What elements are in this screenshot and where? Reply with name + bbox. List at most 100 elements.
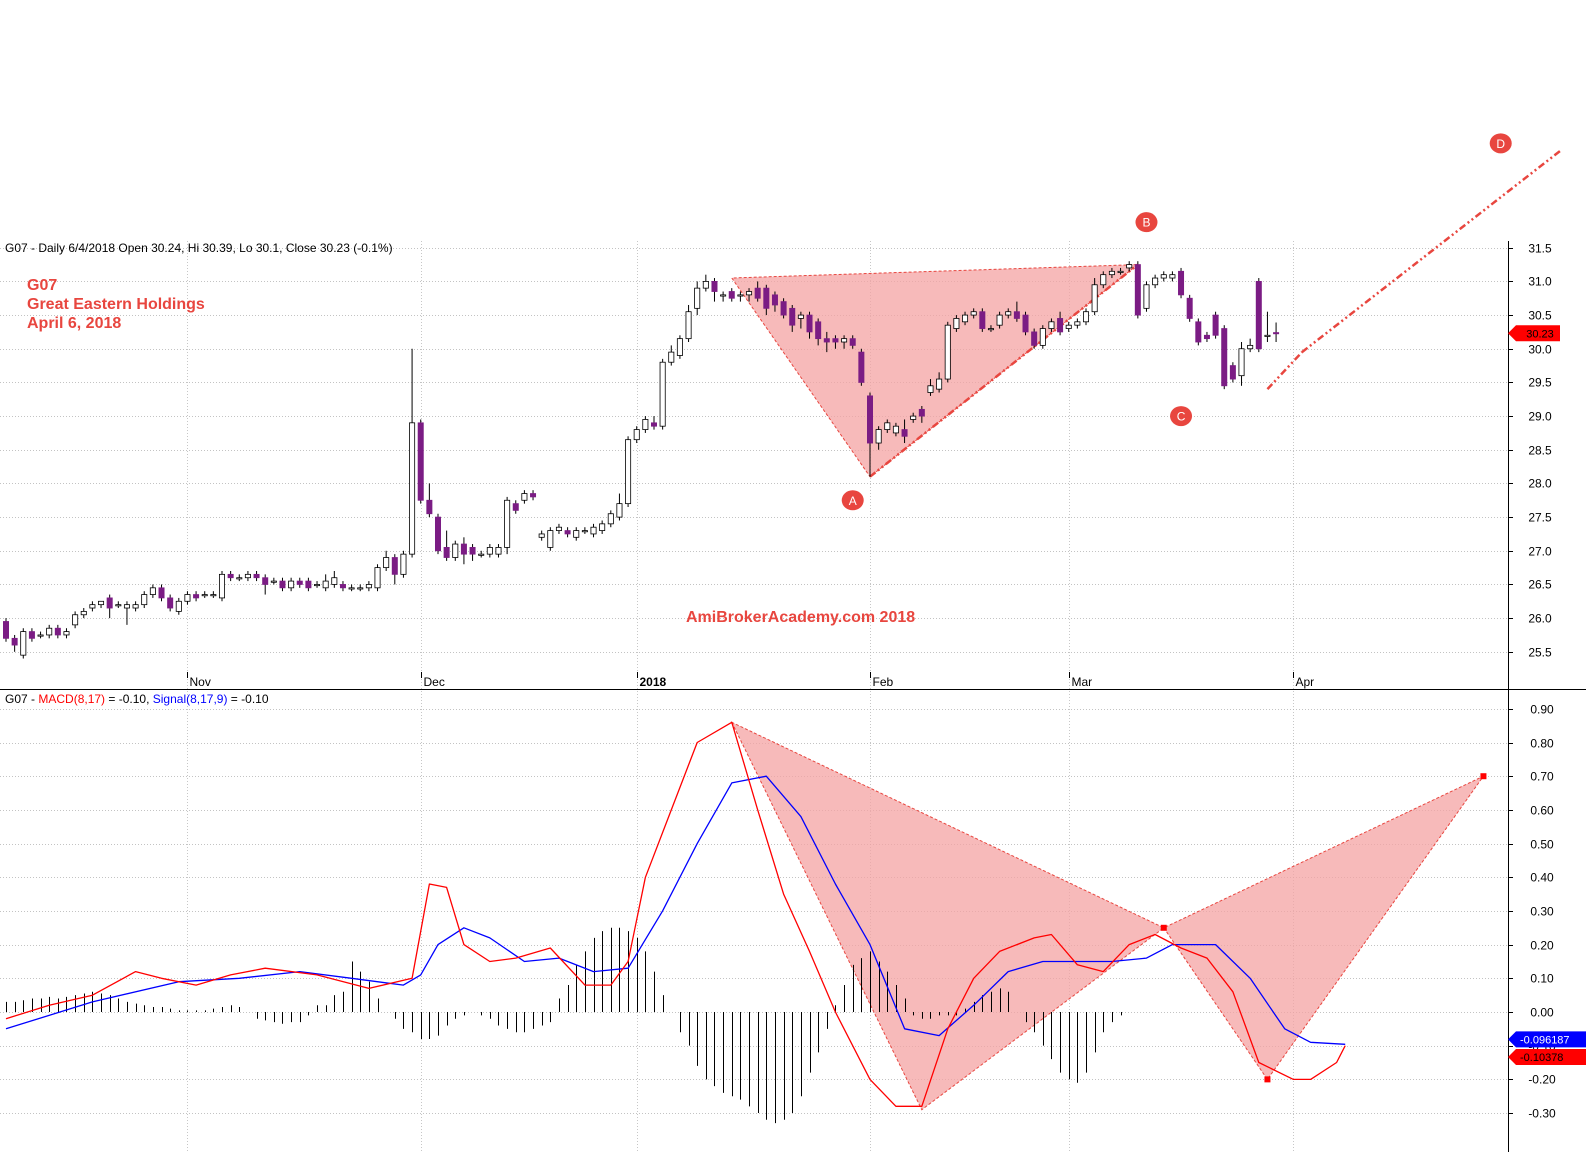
price-tick-label: 29.0 (1528, 410, 1552, 424)
candle-body (1083, 311, 1090, 323)
macd-legend-value: = -0.10, (105, 692, 153, 706)
candle-body (1005, 311, 1012, 316)
candle-body (1013, 311, 1020, 319)
candle-body (132, 604, 139, 609)
macd-legend-label: MACD(8,17) (38, 692, 106, 706)
candle-body (884, 422, 891, 430)
x-tick-label: 2018 (640, 675, 667, 689)
x-tick-label: Nov (190, 675, 211, 689)
price-tick-label: 29.5 (1528, 376, 1552, 390)
macd-tick-label: 0.70 (1530, 770, 1554, 784)
candle-body (892, 425, 899, 434)
pattern-projection-line (1301, 149, 1562, 354)
signal-legend-label: Signal(8,17,9) (152, 692, 228, 706)
candle-body (270, 580, 277, 583)
candle-body (1178, 270, 1185, 296)
last-price-badge (1508, 325, 1560, 342)
candle-body (460, 543, 467, 555)
macd-layer (5, 721, 1487, 1124)
candle-body (175, 600, 182, 612)
candle-body (668, 351, 675, 363)
candle-body (149, 587, 156, 595)
candle-body (1108, 270, 1115, 276)
price-tick-label: 27.5 (1528, 511, 1552, 525)
candle-body (339, 584, 346, 589)
candle-body (1221, 328, 1228, 387)
indicator-symbol: G07 - (5, 692, 39, 706)
candle-body (1160, 274, 1167, 279)
candle-body (530, 493, 537, 498)
price-tick-label: 28.5 (1528, 444, 1552, 458)
candle-body (685, 311, 692, 340)
candle-body (1273, 332, 1280, 335)
macd-tick-label: 0.50 (1530, 838, 1554, 852)
candle-body (944, 324, 951, 380)
candle-body (720, 294, 727, 297)
signal-legend-value: = -0.10 (227, 692, 269, 706)
candle-body (348, 587, 355, 590)
candle-body (841, 338, 848, 343)
macd-tick-label: 0.90 (1530, 703, 1554, 717)
candle-body (763, 287, 770, 309)
candle-body (218, 573, 225, 599)
candle-body (1186, 297, 1193, 319)
candle-body (590, 526, 597, 535)
candle-body (797, 314, 804, 319)
candle-body (512, 503, 519, 511)
candle-body (3, 621, 9, 639)
candle-body (918, 408, 925, 417)
candle-body (54, 627, 61, 636)
candle-body (322, 580, 329, 589)
macd-pattern-triangle (730, 721, 1165, 1111)
pattern-point-marker (841, 490, 864, 511)
candle-body (296, 580, 303, 585)
pattern-point-marker (1489, 133, 1512, 154)
price-tick-label: 28.0 (1528, 477, 1552, 491)
candle-body (443, 547, 450, 558)
candle-body (365, 584, 372, 589)
candlestick-series (3, 261, 1280, 659)
candle-body (1057, 318, 1064, 333)
candle-body (106, 597, 113, 609)
candle-body (279, 580, 286, 589)
candle-body (409, 422, 416, 555)
price-tick-label: 31.0 (1528, 275, 1552, 289)
candle-body (754, 287, 761, 299)
candle-body (400, 553, 407, 575)
candle-body (1229, 365, 1236, 380)
candle-body (815, 321, 822, 340)
candle-body (123, 604, 130, 609)
candle-body (607, 513, 614, 525)
candle-body (694, 287, 701, 309)
candle-body (1264, 334, 1271, 337)
candle-body (659, 361, 666, 427)
candle-body (417, 422, 424, 501)
candle-body (676, 338, 683, 356)
candle-body (564, 530, 571, 535)
candle-body (1126, 264, 1133, 269)
candle-body (728, 291, 735, 299)
candle-body (780, 301, 787, 316)
candle-body (305, 580, 312, 589)
candle-body (1117, 270, 1124, 273)
candle-body (11, 637, 18, 646)
macd-pattern-marker (1264, 1076, 1271, 1083)
candle-body (555, 526, 562, 531)
candle-body (504, 499, 511, 548)
macd-value-badge (1508, 1049, 1586, 1066)
macd-pattern-marker (1160, 924, 1167, 931)
candle-body (210, 594, 217, 597)
signal-value-label: -0.096187 (1520, 1034, 1570, 1046)
candle-body (28, 631, 35, 639)
macd-line (5, 721, 1346, 1107)
x-tick-label: Mar (1072, 675, 1093, 689)
candle-body (867, 395, 874, 444)
candle-body (236, 577, 243, 580)
candle-body (1134, 264, 1141, 316)
macd-tick-label: -0.20 (1528, 1073, 1556, 1087)
candle-body (1203, 334, 1210, 340)
candle-body (1212, 314, 1219, 336)
candle-body (1143, 284, 1150, 309)
price-tick-label: 26.0 (1528, 612, 1552, 626)
macd-tick-label: 0.20 (1530, 939, 1554, 953)
